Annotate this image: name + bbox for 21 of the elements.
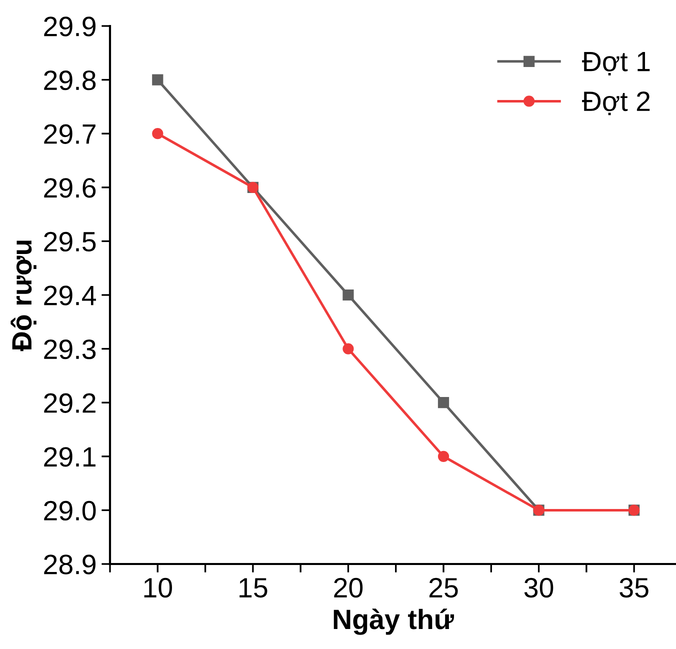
y-tick-label: 29.6 [44, 178, 96, 198]
y-tick-label: 29.2 [44, 393, 96, 413]
y-axis-title: Độ rượu [10, 240, 36, 352]
x-tick-label: 10 [144, 578, 172, 598]
x-tick-label: 20 [334, 578, 363, 598]
y-tick-label: 29.7 [44, 124, 96, 144]
y-tick-label: 29.3 [44, 339, 96, 360]
x-tick-label: 35 [620, 578, 648, 598]
y-tick-label: 29.4 [44, 286, 96, 306]
x-tick-label: 30 [524, 578, 554, 598]
y-tick-label: 28.9 [44, 554, 96, 574]
y-tick-label: 29.9 [44, 16, 96, 36]
x-tick-label: 15 [240, 578, 268, 598]
y-tick-label: 29.8 [44, 70, 96, 90]
y-tick-label: 29.1 [44, 447, 96, 467]
x-axis-title: Ngày thứ [334, 608, 454, 635]
y-tick-label: 29.0 [44, 500, 96, 521]
legend-label: Đợt 2 [582, 92, 650, 116]
x-tick-label: 25 [429, 578, 458, 598]
legend-label: Đợt 1 [582, 52, 650, 76]
y-tick-label: 29.5 [44, 232, 96, 252]
